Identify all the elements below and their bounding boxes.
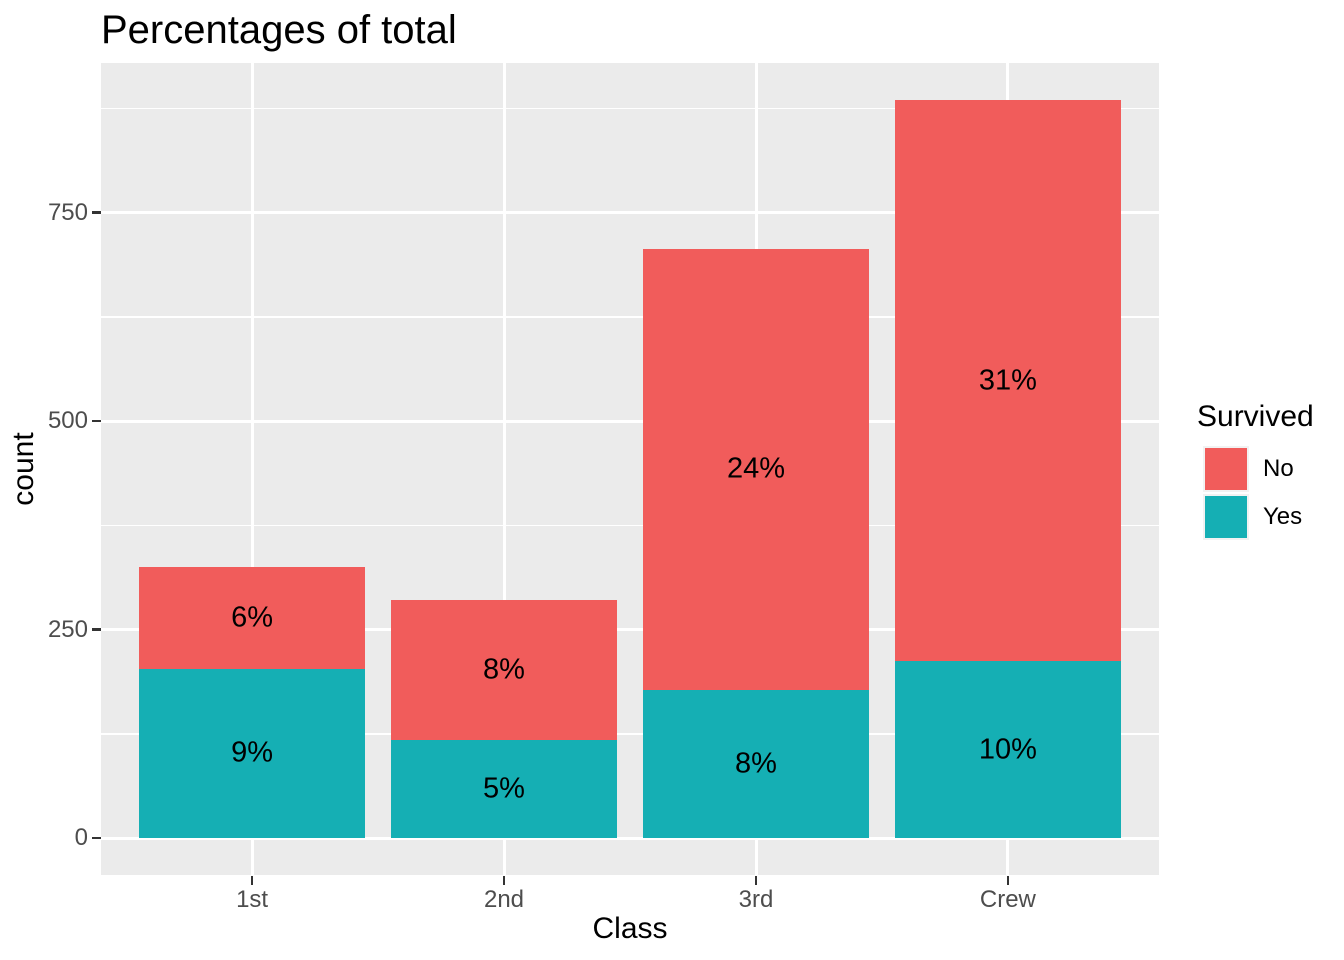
gridline-minor-y-625 (101, 316, 1159, 318)
x-tick-mark-crew (1006, 876, 1010, 885)
legend-item-yes: Yes (1203, 494, 1314, 540)
legend: Survived No Yes (1197, 400, 1314, 542)
gridline-minor-y-375 (101, 524, 1159, 527)
y-tick-label-0: 0 (74, 824, 88, 852)
bar-segment-crew-no (894, 99, 1122, 662)
gridline-major-y-0 (101, 836, 1159, 840)
bar-segment-1st-yes (138, 668, 366, 839)
plot-panel: 9% 6% 5% 8% 8% 24% 10% 31% (101, 63, 1159, 875)
legend-label-yes: Yes (1263, 503, 1303, 530)
x-tick-mark-3rd (754, 876, 758, 885)
bar-segment-crew-yes (894, 661, 1122, 839)
gridline-major-x-1st (250, 63, 254, 875)
legend-key-no (1203, 446, 1249, 492)
legend-title: Survived (1197, 400, 1314, 433)
bar-segment-3rd-no (642, 249, 870, 690)
y-tick-mark-500 (92, 419, 101, 423)
bar-segment-2nd-yes (390, 739, 618, 839)
bar-label-crew-no: 31% (978, 364, 1037, 397)
gridline-major-y-250 (101, 628, 1159, 632)
gridline-major-y-750 (101, 211, 1159, 214)
bar-label-3rd-no: 24% (726, 452, 786, 485)
chart-title: Percentages of total (101, 8, 457, 52)
y-tick-mark-0 (92, 836, 101, 840)
x-tick-mark-1st (250, 876, 254, 885)
x-tick-label-1st: 1st (236, 886, 269, 913)
x-tick-mark-2nd (502, 876, 506, 885)
legend-swatch-no (1205, 448, 1247, 490)
gridline-minor-y-875 (101, 107, 1159, 109)
bar-label-3rd-yes: 8% (735, 747, 777, 780)
bar-label-2nd-yes: 5% (483, 772, 525, 805)
legend-items: No Yes (1203, 446, 1314, 540)
y-tick-label-500: 500 (47, 407, 88, 434)
bar-label-1st-no: 6% (231, 601, 274, 634)
legend-swatch-yes (1205, 496, 1247, 538)
bar-segment-1st-no (138, 567, 366, 669)
y-tick-mark-250 (92, 628, 101, 631)
y-tick-label-250: 250 (47, 615, 88, 643)
bar-label-crew-yes: 10% (978, 733, 1037, 766)
x-tick-label-crew: Crew (979, 886, 1036, 913)
bar-segment-3rd-yes (642, 689, 870, 839)
legend-label-no: No (1263, 455, 1294, 482)
legend-item-no: No (1203, 446, 1314, 492)
x-tick-label-3rd: 3rd (738, 886, 774, 913)
gridline-minor-y-125 (101, 733, 1159, 735)
gridline-major-y-500 (101, 419, 1159, 423)
legend-key-yes (1203, 494, 1249, 540)
x-axis-title: Class (592, 912, 668, 945)
bar-label-2nd-no: 8% (483, 653, 525, 686)
gridline-major-x-2nd (502, 63, 506, 875)
bar-segment-2nd-no (390, 600, 618, 740)
y-tick-mark-750 (92, 211, 101, 214)
x-tick-label-2nd: 2nd (483, 886, 525, 913)
y-axis-title: count (7, 432, 40, 506)
bar-label-1st-yes: 9% (231, 736, 274, 769)
y-tick-label-750: 750 (47, 198, 88, 226)
